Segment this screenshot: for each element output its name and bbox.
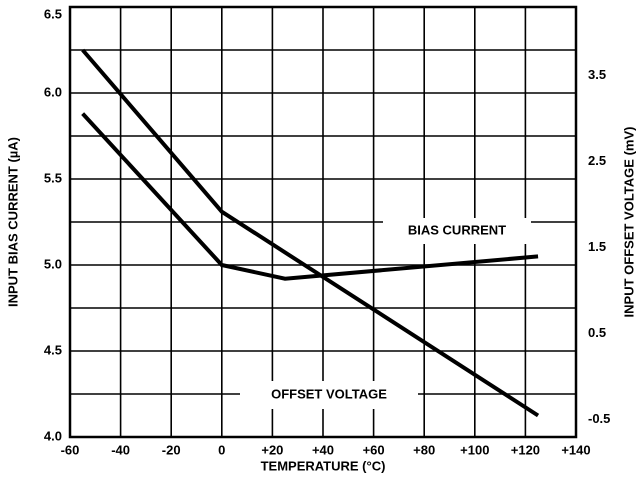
annotation-bg <box>383 218 531 244</box>
lines <box>81 48 540 418</box>
y2-axis-title: INPUT OFFSET VOLTAGE (mV) <box>621 127 636 318</box>
y-tick-label: 5.0 <box>44 256 62 271</box>
y-tick-label: 4.5 <box>44 342 62 357</box>
y-axis-title: INPUT BIAS CURRENT (µA) <box>5 137 20 307</box>
x-tick-label: +100 <box>460 442 489 457</box>
y2-tick-label: 2.5 <box>588 153 606 168</box>
y2-tick-label: 1.5 <box>588 239 606 254</box>
x-tick-label: +40 <box>312 442 334 457</box>
y-tick-label: 6.5 <box>44 6 62 21</box>
x-tick-label: +20 <box>261 442 283 457</box>
series-line <box>81 48 540 418</box>
y-tick-label: 6.0 <box>44 84 62 99</box>
y-tick-label: 4.0 <box>44 428 62 443</box>
y-tick-label: 5.5 <box>44 170 62 185</box>
y2-tick-label: 0.5 <box>588 325 606 340</box>
x-tick-label: -60 <box>61 442 80 457</box>
annotation: OFFSET VOLTAGE <box>271 386 387 401</box>
y2-tick-label: 3.5 <box>588 67 606 82</box>
annotation-bg <box>240 381 418 409</box>
x-tick-label: +80 <box>413 442 435 457</box>
x-tick-label: +60 <box>363 442 385 457</box>
y2-tick-label: -0.5 <box>588 411 610 426</box>
plot-frame <box>68 5 578 439</box>
x-axis-title: TEMPERATURE (°C) <box>261 458 386 473</box>
x-tick-label: -20 <box>162 442 181 457</box>
annotation: BIAS CURRENT <box>408 222 506 237</box>
series-line <box>81 112 539 281</box>
x-tick-label: 0 <box>218 442 225 457</box>
x-tick-label: +120 <box>511 442 540 457</box>
x-tick-label: +140 <box>561 442 590 457</box>
x-tick-label: -40 <box>111 442 130 457</box>
